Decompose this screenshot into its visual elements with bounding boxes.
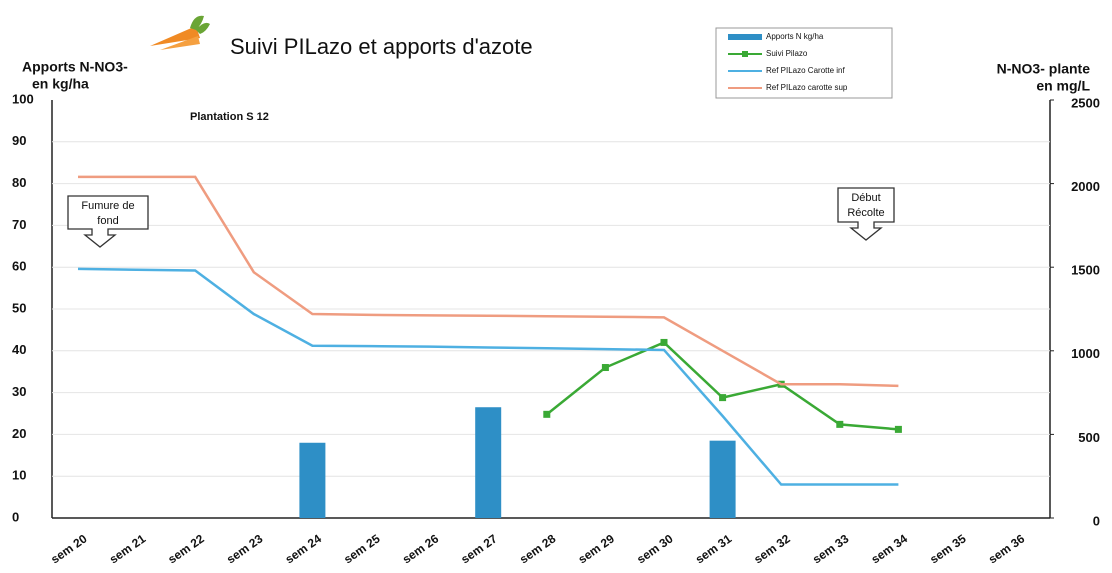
annotation: Fumure de <box>81 200 134 212</box>
page: {"chart_data": { "type": "bar_line", "ti… <box>0 0 1112 573</box>
bar <box>475 407 501 518</box>
x-tick-label: sem 26 <box>400 531 442 566</box>
y2-axis-label: N-NO3- plante <box>997 61 1091 77</box>
marker <box>836 421 843 428</box>
y-tick-label: 10 <box>12 468 26 483</box>
y-tick-label: 90 <box>12 133 26 148</box>
y2-tick-label: 1000 <box>1071 346 1100 361</box>
legend-label: Ref PILazo Carotte inf <box>766 66 845 75</box>
x-tick-label: sem 24 <box>283 531 325 566</box>
y2-tick-label: 2500 <box>1071 95 1100 110</box>
x-tick-label: sem 33 <box>810 531 852 566</box>
chart-title: Suivi PILazo et apports d'azote <box>230 34 533 59</box>
annotation: fond <box>97 215 118 227</box>
annotation: Plantation S 12 <box>190 111 269 123</box>
y-tick-label: 20 <box>12 426 26 441</box>
y-tick-label: 30 <box>12 384 26 399</box>
annotation: Début <box>851 192 880 204</box>
x-tick-label: sem 25 <box>341 531 383 566</box>
carrot-icon <box>150 16 210 50</box>
legend-marker <box>742 51 748 57</box>
bar <box>299 443 325 518</box>
legend-label: Suivi Pilazo <box>766 49 808 58</box>
x-tick-label: sem 20 <box>48 531 90 566</box>
y2-tick-label: 500 <box>1078 430 1100 445</box>
y-tick-label: 0 <box>12 509 19 524</box>
legend-label: Ref PILazo carotte sup <box>766 83 848 92</box>
annotation: Récolte <box>847 207 884 219</box>
marker <box>719 394 726 401</box>
line <box>78 177 898 386</box>
x-tick-label: sem 35 <box>927 531 969 566</box>
y-axis-label: en kg/ha <box>32 76 89 92</box>
y2-axis-label: en mg/L <box>1036 78 1090 94</box>
x-tick-label: sem 29 <box>576 531 618 566</box>
y2-tick-label: 2000 <box>1071 179 1100 194</box>
marker <box>895 426 902 433</box>
y2-tick-label: 0 <box>1093 513 1100 528</box>
y2-tick-label: 1500 <box>1071 263 1100 278</box>
x-tick-label: sem 31 <box>693 531 735 566</box>
y-tick-label: 80 <box>12 175 26 190</box>
marker <box>661 339 668 346</box>
y-tick-label: 40 <box>12 342 26 357</box>
legend-label: Apports N kg/ha <box>766 32 824 41</box>
y-axis-label: Apports N-NO3- <box>22 59 128 75</box>
marker <box>543 411 550 418</box>
y-tick-label: 50 <box>12 300 26 315</box>
bar <box>710 441 736 518</box>
x-tick-label: sem 34 <box>869 531 911 566</box>
y-tick-label: 70 <box>12 217 26 232</box>
x-tick-label: sem 30 <box>634 531 676 566</box>
x-tick-label: sem 22 <box>165 531 207 566</box>
legend-swatch <box>728 34 762 40</box>
x-tick-label: sem 23 <box>224 531 266 566</box>
x-tick-label: sem 32 <box>751 531 793 566</box>
y-tick-label: 60 <box>12 259 26 274</box>
x-tick-label: sem 28 <box>517 531 559 566</box>
x-tick-label: sem 21 <box>107 531 149 566</box>
x-tick-label: sem 27 <box>458 531 500 566</box>
marker <box>602 364 609 371</box>
y-tick-label: 100 <box>12 91 34 106</box>
chart: Suivi PILazo et apports d'azote 0 10 20 30 4… <box>0 0 1112 568</box>
x-tick-label: sem 36 <box>986 531 1028 566</box>
